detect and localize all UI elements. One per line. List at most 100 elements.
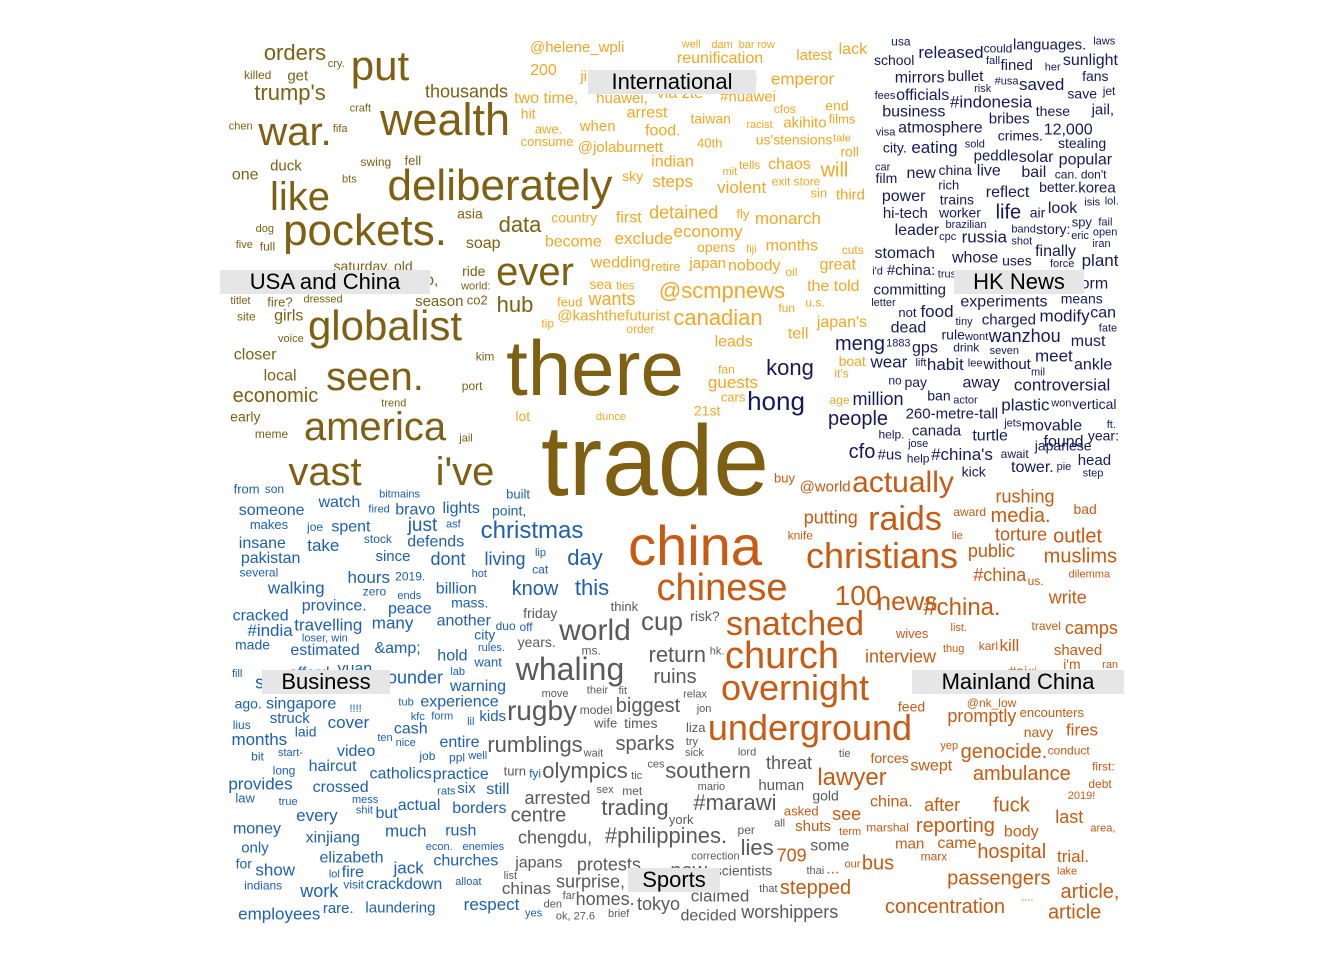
word-sports-61: scientists — [715, 862, 773, 878]
word-usa-and-china-57: one — [232, 166, 259, 183]
word-business-0: lights — [442, 500, 479, 517]
word-mainland-china-57: lake — [1057, 866, 1077, 878]
word-hk-news-7: bribes — [989, 110, 1030, 127]
word-hk-news-72: plastic — [1001, 395, 1050, 414]
word-international-62: tip — [541, 316, 554, 330]
word-international-84: exclude — [614, 229, 673, 248]
word-hk-news-87: turtle — [972, 428, 1008, 445]
word-business-22: only — [241, 839, 269, 856]
word-business-88: long — [273, 763, 296, 777]
word-sports-41: hk. — [710, 646, 725, 658]
word-business-35: six — [457, 780, 476, 797]
word-mainland-china-14: lie — [952, 530, 963, 542]
word-mainland-china-70: feed — [898, 698, 925, 714]
word-business-56: econ. — [426, 841, 453, 853]
word-hk-news-34: means — [1061, 290, 1103, 306]
word-business-95: insane — [239, 535, 286, 552]
word-hk-news-32: hi-tech — [883, 205, 928, 222]
word-usa-and-china-37: killed — [244, 68, 271, 82]
word-business-1: spent — [331, 518, 371, 535]
word-hk-news-90: stealing — [1058, 135, 1106, 151]
word-sports-35: brief — [608, 908, 630, 920]
word-business-23: much — [385, 822, 427, 841]
word-business-76: ppl — [449, 750, 465, 764]
word-business-114: start- — [278, 747, 303, 759]
word-business-12: kfc — [411, 711, 426, 723]
word-hk-news-86: fail — [1098, 216, 1112, 228]
word-sports-1: whaling — [515, 651, 625, 687]
word-mainland-china-36: body — [1004, 823, 1039, 840]
word-mainland-china-47: trial. — [1057, 847, 1089, 866]
word-international-71: 40th — [697, 135, 722, 150]
word-business-87: kids — [479, 708, 506, 725]
word-sports-69: sex — [597, 784, 615, 796]
word-sports-63: sick — [685, 747, 704, 759]
word-business-117: employees — [238, 905, 320, 924]
word-usa-and-china-28: dog — [256, 223, 274, 235]
word-mainland-china-48: putting — [804, 508, 858, 528]
word-business-43: built — [506, 487, 530, 502]
word-international-0: @helene_wpli — [530, 39, 624, 56]
word-business-107: this — [575, 575, 609, 600]
word-hk-news-5: letter — [871, 297, 896, 309]
word-hk-news-96: ft. — [1107, 419, 1116, 431]
word-mainland-china-27: list. — [951, 622, 968, 634]
word-mainland-china-25: ran — [1102, 659, 1118, 671]
word-international-13: row — [757, 39, 775, 51]
word-business-16: enemies — [463, 841, 505, 853]
word-sports-3: cup — [641, 606, 683, 636]
word-hk-news-58: risk — [974, 83, 992, 95]
word-mainland-china-71: interview — [865, 647, 937, 667]
word-usa-and-china-6: wealth — [379, 94, 510, 145]
word-usa-and-china-16: trump's — [254, 80, 325, 105]
word-business-86: catholics — [370, 765, 432, 782]
word-sports-48: york — [669, 812, 694, 827]
word-international-61: will — [820, 160, 849, 182]
word-hk-news-101: drink — [953, 340, 980, 354]
word-mainland-china-84: asked — [784, 804, 819, 819]
word-mainland-china-12: #china. — [923, 594, 1000, 621]
word-hk-news-75: pie — [1057, 461, 1072, 473]
word-usa-and-china-23: hub — [497, 292, 534, 317]
word-usa-and-china-19: thousands — [425, 81, 508, 101]
word-international-24: order — [626, 322, 654, 336]
word-mainland-china-20: stepped — [780, 877, 851, 899]
word-usa-and-china-26: port — [462, 379, 483, 393]
word-hk-news-10: mil — [1031, 367, 1045, 379]
word-sports-6: biggest — [616, 695, 681, 717]
word-business-82: &amp; — [374, 640, 420, 657]
word-international-29: us'stensions — [756, 132, 833, 148]
word-sports-13: return — [649, 642, 706, 667]
word-business-116: cover — [328, 713, 370, 732]
word-mainland-china-49: shaved — [1054, 642, 1102, 659]
word-international-55: sea — [589, 276, 612, 292]
word-mainland-china-8: actually — [852, 466, 954, 499]
word-business-2: loser, win — [302, 633, 348, 645]
word-business-102: laid — [295, 723, 317, 739]
group-label-international: International — [588, 69, 756, 94]
word-international-38: films — [829, 112, 856, 127]
word-sports-58: model — [580, 703, 613, 717]
word-business-78: yes — [525, 907, 543, 919]
word-business-123: rats — [437, 785, 456, 797]
word-mainland-china-11: bus — [862, 852, 894, 874]
word-sports-46: thai — [807, 865, 825, 877]
word-international-44: economy — [674, 222, 743, 241]
word-international-34: akihito — [783, 115, 826, 132]
word-mainland-china-54: fires — [1066, 720, 1098, 739]
word-hk-news-41: car — [875, 161, 891, 173]
word-business-85: job — [418, 749, 435, 763]
word-hk-news-103: controversial — [1014, 375, 1110, 394]
word-hk-news-44: new — [906, 165, 936, 182]
word-international-59: @scmpnews — [659, 278, 785, 303]
word-sports-23: chengdu, — [518, 828, 592, 848]
word-business-120: video — [337, 743, 375, 760]
word-usa-and-china-8: pockets. — [283, 206, 447, 255]
word-hk-news-124: people — [828, 408, 888, 430]
word-usa-and-china-24: co2 — [467, 293, 488, 308]
word-business-27: hot — [472, 568, 487, 580]
word-hk-news-98: help. — [878, 427, 904, 441]
word-international-69: steps — [652, 172, 693, 191]
word-hk-news-77: jet — [1102, 84, 1116, 98]
